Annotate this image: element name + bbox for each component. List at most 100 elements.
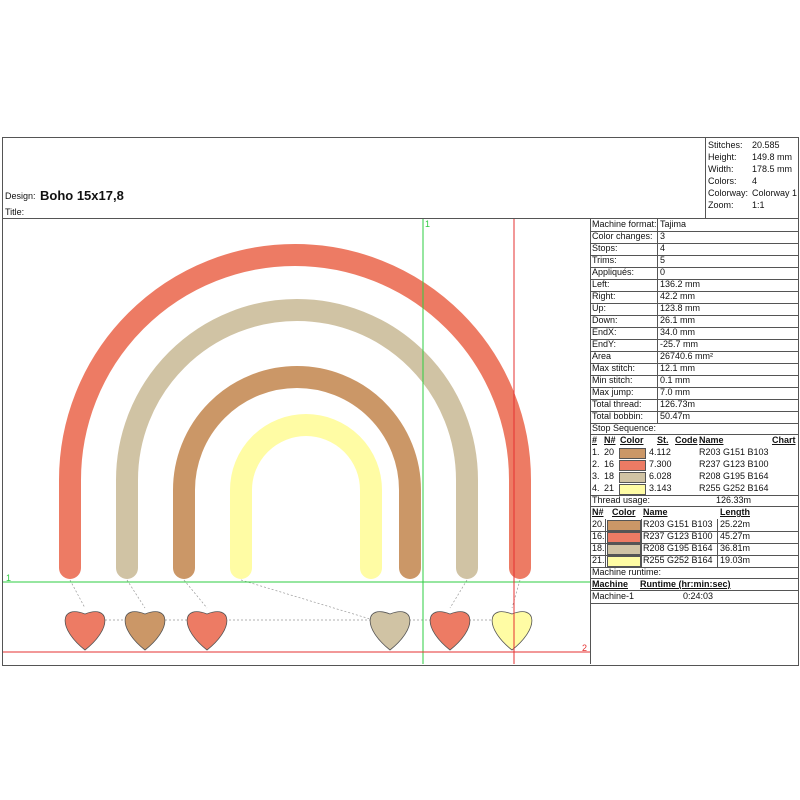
- info-value: 0.1 mm: [660, 375, 691, 385]
- rule: [657, 387, 658, 399]
- color-name: R255 G252 B164: [643, 555, 713, 565]
- rule: [605, 519, 606, 531]
- rule: [590, 543, 798, 544]
- rule: [717, 519, 718, 531]
- rule: [590, 267, 798, 268]
- column-header: Color: [620, 435, 644, 445]
- column-header: Length: [720, 507, 750, 517]
- rule: [657, 339, 658, 351]
- info-value: 26740.6 mm²: [660, 351, 714, 361]
- info-value: 50.47m: [660, 411, 691, 421]
- row-number: 4.: [592, 483, 600, 493]
- guide-label: 1: [6, 573, 12, 583]
- rule: [590, 590, 798, 591]
- rule: [657, 267, 658, 279]
- info-value: 26.1 mm: [660, 315, 696, 325]
- rule: [641, 519, 642, 531]
- needle: 16.: [592, 531, 605, 541]
- stitches: 7.300: [649, 459, 672, 469]
- column-header: Chart: [772, 435, 796, 445]
- info-label: EndX:: [592, 327, 617, 337]
- info-value: 34.0 mm: [660, 327, 696, 337]
- info-value: 0: [660, 267, 666, 277]
- design-name: Boho 15x17,8: [40, 188, 124, 203]
- title-label: Title:: [5, 207, 25, 217]
- rule: [590, 411, 798, 412]
- needle: 20: [604, 447, 615, 457]
- info-value: Tajima: [660, 219, 687, 229]
- heart: [429, 611, 471, 651]
- thread-total: 126.33m: [716, 495, 752, 505]
- rule: [590, 375, 798, 376]
- row-number: 3.: [592, 471, 600, 481]
- info-label: Right:: [592, 291, 616, 301]
- column-header: N#: [592, 507, 604, 517]
- stat-label: Stitches:: [708, 140, 743, 150]
- rule: [590, 555, 798, 556]
- rule: [605, 543, 606, 555]
- stat-value: 149.8 mm: [752, 152, 793, 162]
- needle: 21.: [592, 555, 605, 565]
- arc: [230, 414, 382, 579]
- rule: [657, 315, 658, 327]
- rule: [705, 137, 706, 218]
- rule: [590, 603, 798, 604]
- stitches: 3.143: [649, 483, 672, 493]
- info-label: Max jump:: [592, 387, 634, 397]
- stat-label: Height:: [708, 152, 737, 162]
- length: 36.81m: [720, 543, 751, 553]
- info-label: Color changes:: [592, 231, 653, 241]
- rule: [605, 531, 606, 543]
- info-value: 136.2 mm: [660, 279, 701, 289]
- column-header: Machine: [592, 579, 629, 589]
- rule: [657, 255, 658, 267]
- rule: [657, 291, 658, 303]
- stat-label: Colorway:: [708, 188, 749, 198]
- section-title: Stop Sequence:: [592, 423, 657, 433]
- rule: [590, 434, 798, 435]
- rule: [590, 315, 798, 316]
- rule: [657, 303, 658, 315]
- rule: [590, 255, 798, 256]
- rule: [590, 231, 798, 232]
- arc: [59, 244, 531, 579]
- rule: [2, 218, 798, 219]
- rule: [657, 243, 658, 255]
- column-header: Code: [675, 435, 698, 445]
- stat-label: Width:: [708, 164, 734, 174]
- length: 45.27m: [720, 531, 751, 541]
- arc: [173, 366, 421, 579]
- rule: [657, 411, 658, 423]
- heart: [124, 611, 166, 651]
- info-value: 126.73m: [660, 399, 696, 409]
- rule: [590, 351, 798, 352]
- stat-label: Zoom:: [708, 200, 734, 210]
- stat-value: Colorway 1: [752, 188, 798, 198]
- color-name: R237 G123 B100: [643, 531, 713, 541]
- rule: [657, 231, 658, 243]
- row-number: 2.: [592, 459, 600, 469]
- info-value: -25.7 mm: [660, 339, 699, 349]
- info-label: Total thread:: [592, 399, 642, 409]
- stat-value: 1:1: [752, 200, 765, 210]
- column-header: #: [592, 435, 598, 445]
- rule: [717, 531, 718, 543]
- info-label: Appliqués:: [592, 267, 635, 277]
- column-header: Color: [612, 507, 636, 517]
- rule: [590, 387, 798, 388]
- info-label: Left:: [592, 279, 610, 289]
- color-name: R237 G123 B100: [699, 459, 769, 469]
- row-number: 1.: [592, 447, 600, 457]
- jump-lines: [69, 579, 521, 626]
- stat-label: Colors:: [708, 176, 737, 186]
- info-value: 42.2 mm: [660, 291, 696, 301]
- rule: [657, 375, 658, 387]
- rule: [717, 555, 718, 567]
- color-swatch: [619, 484, 646, 495]
- rule: [657, 327, 658, 339]
- heart: [186, 611, 228, 651]
- info-label: Down:: [592, 315, 618, 325]
- info-value: 7.0 mm: [660, 387, 691, 397]
- color-swatch: [607, 532, 641, 543]
